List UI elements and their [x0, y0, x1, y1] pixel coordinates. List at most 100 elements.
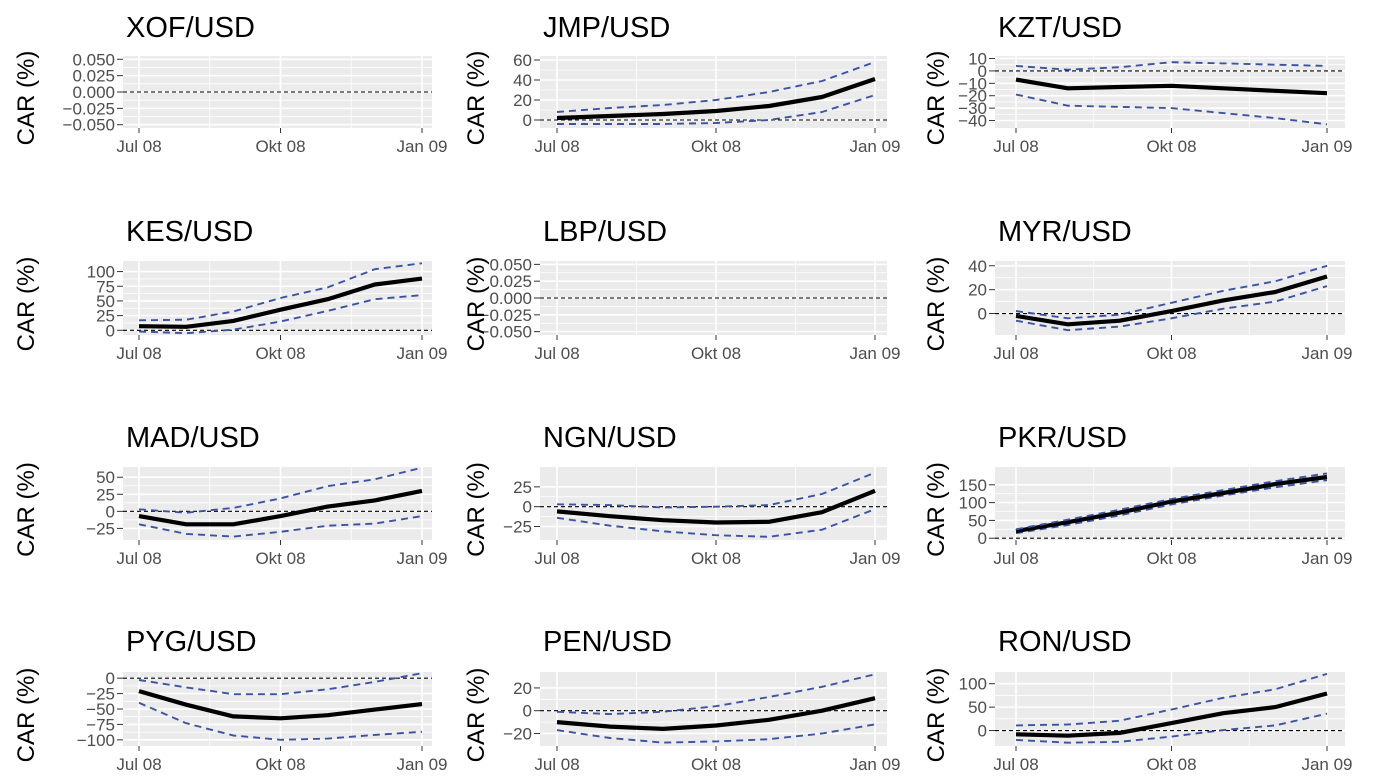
x-tick-label: Jan 09 [849, 344, 900, 363]
x-tick-label: Jul 08 [534, 549, 579, 568]
upper-band-line [1015, 264, 1328, 320]
y-tick-label: −20 [958, 87, 987, 106]
x-tick-label: Okt 08 [1146, 755, 1196, 774]
panel-title: JMP/USD [543, 12, 670, 44]
y-tick-label: 0.000 [489, 289, 532, 308]
y-tick-label: 0.050 [489, 255, 532, 274]
estimate-line [556, 77, 876, 121]
x-tick-label: Okt 08 [691, 755, 741, 774]
y-tick-label: 20 [513, 91, 532, 110]
y-tick-label: 25 [96, 307, 115, 326]
y-tick-label: 100 [959, 494, 987, 513]
plot-panel [540, 467, 887, 540]
lower-band-line [1015, 285, 1328, 332]
y-tick-label: −25 [503, 518, 532, 537]
x-tick-label: Okt 08 [255, 344, 305, 363]
x-tick-label: Jan 09 [1301, 549, 1352, 568]
y-tick-label: 50 [96, 468, 115, 487]
y-axis-label: CAR (%) [463, 462, 490, 557]
y-tick-label: 0 [978, 62, 987, 81]
y-tick-label: 75 [96, 277, 115, 296]
estimate-line [556, 488, 876, 525]
y-tick-label: 40 [968, 257, 987, 276]
x-tick-label: Jan 09 [849, 755, 900, 774]
lower-band-line [556, 723, 876, 744]
y-tick-label: 0 [106, 321, 115, 340]
x-tick-label: Jul 08 [993, 549, 1038, 568]
y-tick-label: 0 [523, 498, 532, 517]
y-tick-label: 10 [968, 49, 987, 68]
y-tick-label: 0 [106, 669, 115, 688]
y-axis-label: CAR (%) [463, 668, 490, 763]
estimate-line [1015, 474, 1328, 534]
y-tick-label: −100 [77, 731, 115, 750]
x-tick-label: Jul 08 [993, 344, 1038, 363]
y-axis-label: CAR (%) [13, 51, 40, 146]
x-tick-label: Jan 09 [396, 137, 447, 156]
panel-pyg-usd: −100−75−50−250 Jul 08 Okt 08 Jan 09 PYG/USD C… [13, 626, 448, 774]
x-tick-label: Jan 09 [1301, 344, 1352, 363]
x-tick-label: Jan 09 [396, 344, 447, 363]
y-tick-label: 50 [968, 511, 987, 530]
upper-band-line [556, 61, 876, 113]
x-tick-label: Jan 09 [849, 137, 900, 156]
x-tick-label: Jan 09 [1301, 137, 1352, 156]
lower-band-line [138, 701, 423, 741]
x-tick-label: Jul 08 [116, 549, 161, 568]
y-tick-label: −0.050 [63, 116, 115, 135]
y-tick-label: 0 [523, 111, 532, 130]
y-tick-label: 0.025 [489, 272, 532, 291]
y-tick-label: −0.050 [480, 323, 532, 342]
y-tick-label: −0.025 [63, 99, 115, 118]
y-tick-label: −50 [86, 700, 115, 719]
y-tick-label: −30 [958, 99, 987, 118]
x-tick-label: Jul 08 [116, 755, 161, 774]
upper-band-line [1015, 61, 1328, 71]
y-tick-label: −25 [86, 685, 115, 704]
x-tick-label: Okt 08 [691, 137, 741, 156]
lower-band-line [1015, 479, 1328, 535]
y-tick-label: 0 [978, 722, 987, 741]
upper-band-line [556, 471, 876, 509]
upper-band-line [556, 673, 876, 716]
x-tick-label: Okt 08 [255, 755, 305, 774]
estimate-line [556, 696, 876, 732]
x-tick-label: Okt 08 [1146, 549, 1196, 568]
y-tick-label: 0 [523, 702, 532, 721]
x-tick-label: Jul 08 [116, 344, 161, 363]
panel-title: RON/USD [998, 626, 1132, 658]
x-tick-label: Okt 08 [255, 137, 305, 156]
y-axis-label: CAR (%) [923, 668, 950, 763]
lower-band-line [557, 94, 876, 125]
y-tick-label: 20 [513, 679, 532, 698]
panel-title: MYR/USD [998, 216, 1132, 248]
x-tick-label: Jul 08 [993, 755, 1038, 774]
x-tick-label: Okt 08 [1146, 137, 1196, 156]
x-tick-label: Jul 08 [534, 137, 579, 156]
panel-title: KZT/USD [998, 12, 1122, 44]
y-axis-label: CAR (%) [13, 462, 40, 557]
x-tick-label: Jan 09 [849, 549, 900, 568]
y-tick-label: 0 [978, 529, 987, 548]
y-tick-label: 50 [96, 292, 115, 311]
panel-title: LBP/USD [543, 216, 667, 248]
estimate-line [138, 488, 423, 527]
y-tick-label: 0 [106, 502, 115, 521]
upper-band-line [1015, 672, 1328, 727]
x-tick-label: Jul 08 [993, 137, 1038, 156]
panel-title: PEN/USD [543, 626, 672, 658]
y-tick-label: 0.000 [72, 83, 115, 102]
x-tick-label: Okt 08 [691, 549, 741, 568]
panel-myr-usd: 0 20 40 Jul 08 Okt 08 Jan 09 MYR/USD CAR (%) [923, 216, 1353, 363]
x-tick-label: Jul 08 [116, 137, 161, 156]
y-tick-label: 25 [513, 478, 532, 497]
y-tick-label: −40 [958, 112, 987, 131]
